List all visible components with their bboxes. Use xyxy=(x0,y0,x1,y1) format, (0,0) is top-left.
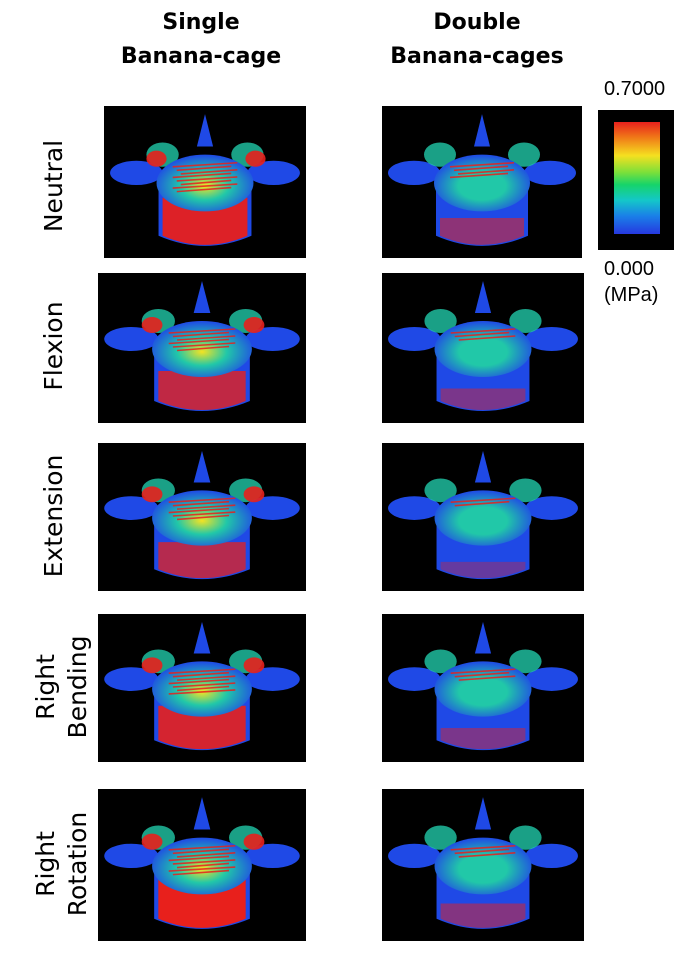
panel-double-right-rotation xyxy=(382,789,584,941)
column-header-single-line1: Single xyxy=(162,10,240,35)
panel-double-extension xyxy=(382,443,584,591)
row-label-extension: Extension xyxy=(38,426,70,606)
row-label-flexion: Flexion xyxy=(38,256,70,436)
row-label-extension-text: Extension xyxy=(39,454,68,578)
row-label-right-bending-line1: Right xyxy=(31,654,60,720)
panel-single-neutral xyxy=(104,106,306,258)
vertebra-model xyxy=(104,450,300,580)
vertebra-model xyxy=(104,621,300,751)
column-header-double-line1: Double xyxy=(433,10,521,35)
vertebra-model xyxy=(388,450,578,580)
vertebra-model xyxy=(104,797,300,929)
row-label-flexion-text: Flexion xyxy=(39,301,68,391)
row-label-right-rotation: Right Rotation xyxy=(30,774,94,954)
colorbar-unit-label: (MPa) xyxy=(604,284,659,306)
column-header-double: Double Banana-cages xyxy=(372,6,582,74)
colorbar-min-label: 0.000 xyxy=(604,258,655,280)
vertebra-model xyxy=(104,281,300,411)
panel-double-flexion xyxy=(382,273,584,423)
row-label-right-rotation-line1: Right xyxy=(31,831,60,897)
row-label-right-bending: Right Bending xyxy=(30,597,94,777)
column-header-single-line2: Banana-cage xyxy=(120,44,282,69)
column-header-double-line2: Banana-cages xyxy=(390,44,564,69)
colorbar-gradient xyxy=(614,122,660,234)
vertebra-model xyxy=(110,114,300,246)
panel-single-right-rotation xyxy=(98,789,306,941)
panel-single-right-bending xyxy=(98,614,306,762)
vertebra-model xyxy=(388,281,578,411)
row-label-neutral-text: Neutral xyxy=(39,139,68,233)
panel-double-neutral xyxy=(382,106,582,258)
row-label-right-rotation-line2: Rotation xyxy=(63,811,92,917)
vertebra-model xyxy=(388,114,576,246)
vertebra-model xyxy=(388,621,578,751)
panel-double-right-bending xyxy=(382,614,584,762)
colorbar-max-label: 0.7000 xyxy=(604,78,666,100)
colorbar xyxy=(598,110,674,250)
vertebra-model xyxy=(388,797,578,929)
row-label-neutral: Neutral xyxy=(38,96,70,276)
panel-single-flexion xyxy=(98,273,306,423)
panel-single-extension xyxy=(98,443,306,591)
column-header-single: Single Banana-cage xyxy=(96,6,306,74)
row-label-right-bending-line2: Bending xyxy=(63,635,92,739)
